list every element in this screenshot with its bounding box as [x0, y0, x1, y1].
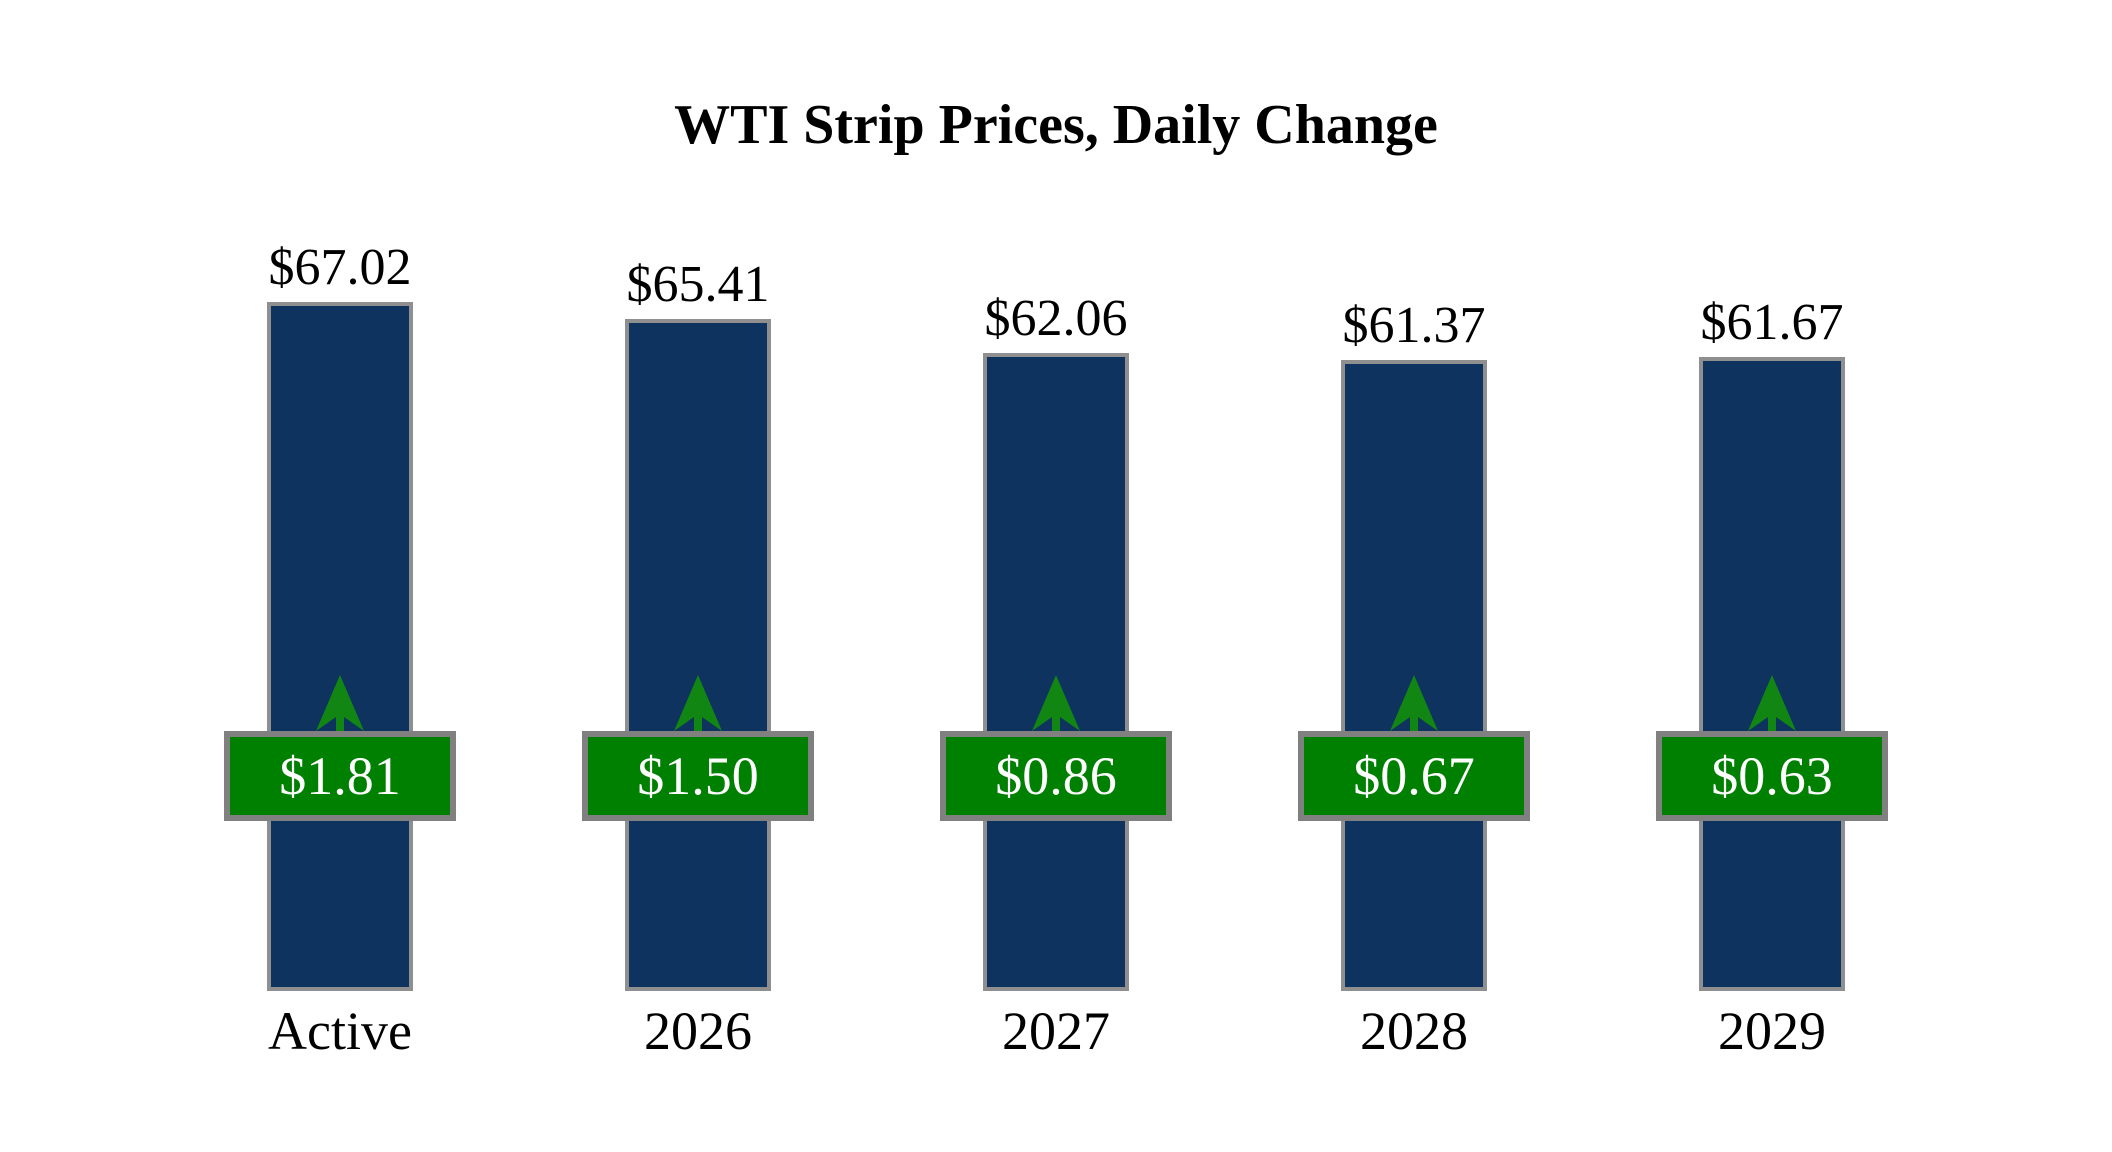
bar-value-label: $61.67 [1700, 293, 1844, 351]
change-badge: $0.63 [1656, 731, 1888, 821]
category-label: 2026 [644, 1001, 752, 1061]
bar-value-label: $65.41 [626, 255, 770, 313]
change-badge: $1.81 [224, 731, 456, 821]
change-value: $0.63 [1711, 746, 1833, 806]
bars-row: $67.02 $1.81 Active $65.41 $1.50 2026 $6… [161, 0, 1951, 1152]
change-value: $1.50 [637, 746, 759, 806]
up-arrow-icon [674, 675, 722, 731]
bar-area: $61.67 $0.63 [1593, 0, 1951, 991]
up-arrow-icon [316, 675, 364, 731]
bar [983, 353, 1129, 991]
category-label: 2029 [1718, 1001, 1826, 1061]
bar-group-active: $67.02 $1.81 Active [161, 0, 519, 1152]
bar-group-2027: $62.06 $0.86 2027 [877, 0, 1235, 1152]
bar [1699, 357, 1845, 991]
bar-area: $62.06 $0.86 [877, 0, 1235, 991]
bar-value-label: $67.02 [268, 238, 412, 296]
up-arrow-icon [1748, 675, 1796, 731]
bar-value-label: $61.37 [1342, 296, 1486, 354]
category-label: 2027 [1002, 1001, 1110, 1061]
bar [625, 319, 771, 991]
change-value: $0.86 [995, 746, 1117, 806]
bar-group-2029: $61.67 $0.63 2029 [1593, 0, 1951, 1152]
change-value: $0.67 [1353, 746, 1475, 806]
bar-area: $67.02 $1.81 [161, 0, 519, 991]
category-label: Active [268, 1001, 412, 1061]
change-badge: $0.67 [1298, 731, 1530, 821]
chart-title: WTI Strip Prices, Daily Change [674, 94, 1438, 156]
up-arrow-icon [1032, 675, 1080, 731]
bar-group-2026: $65.41 $1.50 2026 [519, 0, 877, 1152]
change-badge: $0.86 [940, 731, 1172, 821]
bar-area: $61.37 $0.67 [1235, 0, 1593, 991]
change-badge: $1.50 [582, 731, 814, 821]
category-label: 2028 [1360, 1001, 1468, 1061]
change-value: $1.81 [279, 746, 401, 806]
bar-value-label: $62.06 [984, 289, 1128, 347]
up-arrow-icon [1390, 675, 1438, 731]
bar [267, 302, 413, 991]
bar-group-2028: $61.37 $0.67 2028 [1235, 0, 1593, 1152]
bar-area: $65.41 $1.50 [519, 0, 877, 991]
